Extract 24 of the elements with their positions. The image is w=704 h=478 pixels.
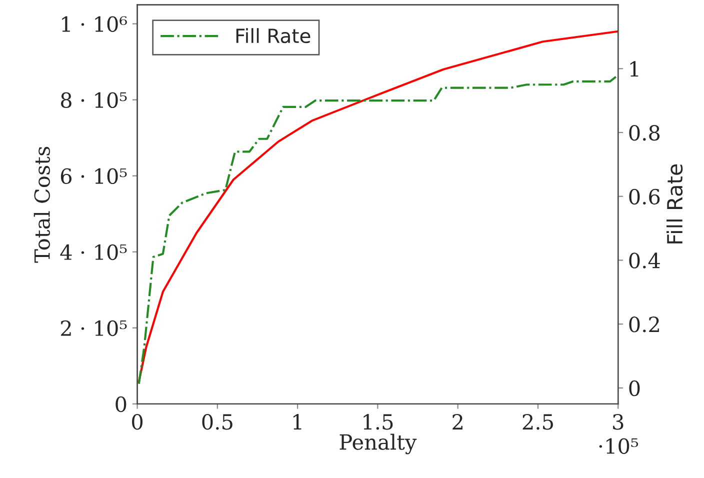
x-axis-title: Penalty: [340, 434, 417, 454]
y-tick-label: 8 · 10⁵: [60, 92, 127, 108]
y-tick-label: 4 · 10⁵: [60, 244, 127, 260]
x-tick-label: 1.5: [364, 414, 393, 430]
y-tick-label: 1 · 10⁶: [62, 16, 127, 32]
x-tick-label: 2: [452, 414, 462, 430]
x-tick-label: 0.5: [202, 414, 232, 430]
x-tick-label: 3: [613, 414, 624, 430]
y2-tick-label: 1: [630, 61, 638, 77]
text: ·10⁵: [599, 438, 638, 454]
legend-label: Fill Rate: [236, 28, 310, 44]
x-tick-label: 0: [132, 414, 143, 430]
y-tick-label: 0: [116, 396, 126, 412]
y2-tick-label: 0.4: [629, 252, 660, 268]
y2-tick-label: 0.2: [629, 316, 659, 332]
y2-axis-title: Fill Rate: [666, 164, 683, 244]
y2-tick-label: 0.8: [629, 124, 660, 141]
x-tick-label: 1: [293, 414, 302, 430]
x-tick-label: 2.5: [522, 414, 553, 430]
y2-tick-label: 0.6: [629, 188, 660, 205]
y-tick-label: 2 · 10⁵: [60, 320, 127, 336]
y2-tick-label: 0: [629, 380, 640, 396]
y-tick-label: 6 · 10⁵: [60, 168, 127, 184]
y-axis-title: Total Costs: [34, 146, 50, 263]
